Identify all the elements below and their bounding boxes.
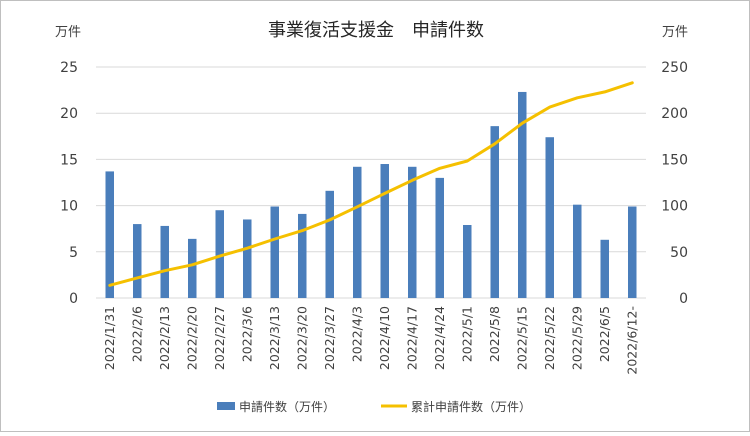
x-tick-label-7: 2022/3/20 <box>294 306 309 370</box>
bar-5 <box>243 219 252 298</box>
right-tick-label-4: 200 <box>661 106 688 122</box>
legend-line-label: 累計申請件数（万件） <box>411 399 531 414</box>
chart-title: 事業復活支援金 申請件数 <box>268 20 484 41</box>
cumulative-line <box>108 81 634 287</box>
bar-9 <box>353 166 362 298</box>
left-tick-label-0: 0 <box>69 291 78 307</box>
x-tick-label-8: 2022/3/27 <box>322 306 337 370</box>
cumulative-line-series <box>108 81 634 287</box>
bar-15 <box>518 91 527 298</box>
left-tick-label-3: 15 <box>60 152 78 168</box>
x-tick-label-6: 2022/3/13 <box>267 306 282 370</box>
gridlines <box>96 66 646 299</box>
left-tick-label-1: 5 <box>69 245 78 261</box>
bar-3 <box>188 238 197 298</box>
bar-4 <box>215 210 224 298</box>
left-tick-label-5: 25 <box>60 60 78 76</box>
x-tick-label-11: 2022/4/17 <box>404 306 419 370</box>
x-tick-label-9: 2022/4/3 <box>349 306 364 362</box>
right-tick-label-5: 250 <box>661 60 688 76</box>
left-tick-label-2: 10 <box>60 199 78 215</box>
bar-1 <box>133 224 142 298</box>
legend-bar-label: 申請件数（万件） <box>239 399 335 414</box>
bar-18 <box>600 239 609 298</box>
x-tick-label-3: 2022/2/20 <box>184 306 199 370</box>
bar-17 <box>573 204 582 298</box>
x-tick-label-18: 2022/6/5 <box>597 306 612 362</box>
bar-0 <box>105 171 114 298</box>
bar-16 <box>545 137 554 298</box>
x-tick-label-16: 2022/5/22 <box>542 306 557 370</box>
bar-6 <box>270 206 279 298</box>
x-tick-label-0: 2022/1/31 <box>102 306 117 370</box>
x-axis-ticks: 2022/1/31 2022/2/6 2022/2/13 2022/2/20 2022/… <box>102 306 640 375</box>
x-tick-label-2: 2022/2/13 <box>157 306 172 370</box>
right-tick-label-3: 150 <box>661 152 688 168</box>
left-tick-label-4: 20 <box>60 106 78 122</box>
bar-7 <box>298 213 307 298</box>
bar-8 <box>325 190 334 298</box>
bar-13 <box>463 225 472 298</box>
x-tick-label-10: 2022/4/10 <box>377 306 392 370</box>
x-tick-label-13: 2022/5/1 <box>459 306 474 362</box>
legend-bar-swatch <box>217 402 235 410</box>
left-axis-unit: 万件 <box>55 25 81 40</box>
left-axis-ticks: 0 5 10 15 20 25 <box>60 60 78 307</box>
x-tick-label-5: 2022/3/6 <box>239 306 254 362</box>
x-tick-label-14: 2022/5/8 <box>487 306 502 362</box>
right-tick-label-2: 100 <box>661 199 688 215</box>
bar-14 <box>490 126 499 298</box>
bar-10 <box>380 164 389 298</box>
x-tick-label-1: 2022/2/6 <box>129 306 144 362</box>
legend: 申請件数（万件） 累計申請件数（万件） <box>217 399 531 414</box>
bar-11 <box>408 166 417 298</box>
right-tick-label-0: 0 <box>679 291 688 307</box>
bar-12 <box>435 177 444 298</box>
x-tick-label-4: 2022/2/27 <box>212 306 227 370</box>
right-tick-label-1: 50 <box>670 245 688 261</box>
x-tick-label-19: 2022/6/12- <box>624 306 639 375</box>
right-axis-ticks: 0 50 100 150 200 250 <box>661 60 688 307</box>
x-tick-label-12: 2022/4/24 <box>432 306 447 370</box>
right-axis-unit: 万件 <box>662 25 688 40</box>
bar-series <box>105 91 637 298</box>
bar-2 <box>160 225 169 298</box>
x-tick-label-17: 2022/5/29 <box>569 306 584 370</box>
x-tick-label-15: 2022/5/15 <box>514 306 529 370</box>
bar-19 <box>628 206 637 298</box>
